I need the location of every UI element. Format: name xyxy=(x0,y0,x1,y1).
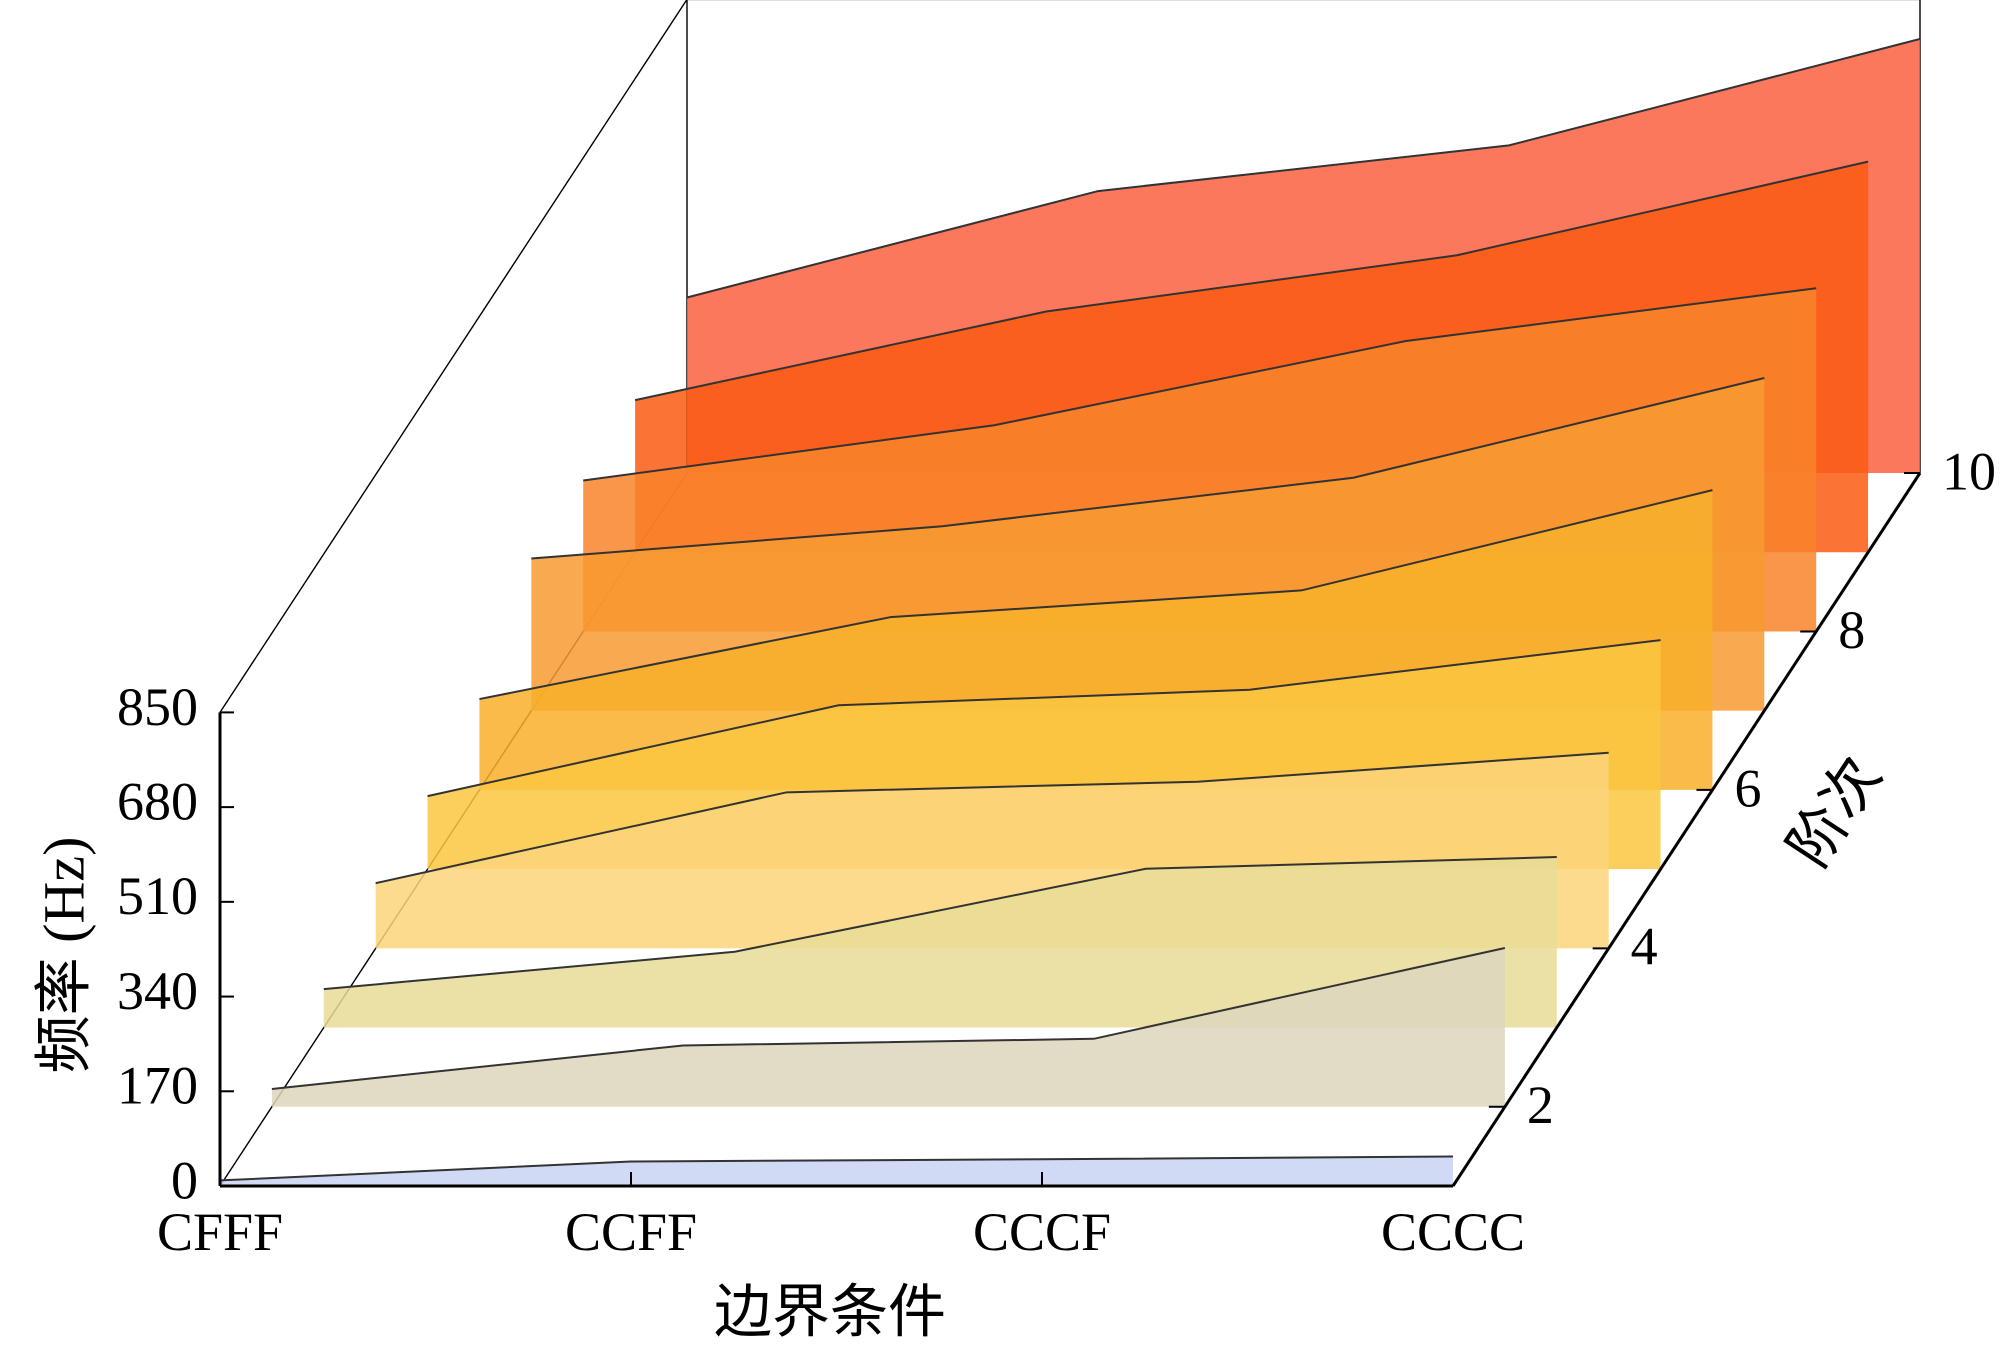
series-line xyxy=(219,1155,1454,1182)
z-tick-label: 10 xyxy=(1942,441,1996,501)
z-tick-label: 4 xyxy=(1631,917,1658,977)
area-fill xyxy=(220,1156,1453,1186)
z-tick-label: 2 xyxy=(1527,1075,1554,1135)
y-tick-label: 340 xyxy=(117,961,198,1021)
series-line xyxy=(686,37,1921,299)
series-line xyxy=(323,856,1557,991)
x-tick-label: CCFF xyxy=(565,1202,697,1262)
series-line xyxy=(375,751,1609,885)
y-tick-label: 850 xyxy=(117,677,198,737)
x-tick-label: CCCF xyxy=(973,1202,1111,1262)
z-tick-label: 8 xyxy=(1838,600,1865,660)
y-tick-label: 680 xyxy=(117,772,198,832)
series-line xyxy=(271,947,1506,1090)
x-axis-label: 边界条件 xyxy=(714,1279,946,1344)
series-line xyxy=(427,639,1661,798)
area-fill xyxy=(323,857,1557,1028)
x-tick-label: CCCC xyxy=(1381,1202,1525,1262)
x-tick-label: CFFF xyxy=(157,1202,283,1262)
y-axis-label: 频率 (Hz) xyxy=(31,837,96,1074)
z-axis-label: 阶次 xyxy=(1776,745,1894,878)
series-line xyxy=(531,377,1765,560)
frame-line xyxy=(219,0,688,713)
z-axis-line xyxy=(1451,472,1922,1187)
y-tick-label: 170 xyxy=(117,1056,198,1116)
series-line xyxy=(479,489,1713,701)
z-tick-label: 6 xyxy=(1734,758,1761,818)
y-tick-label: 510 xyxy=(117,866,198,926)
series-line xyxy=(634,160,1869,402)
series-line xyxy=(583,287,1817,482)
area-fill xyxy=(271,947,1505,1107)
y-tick-label: 0 xyxy=(171,1150,198,1210)
